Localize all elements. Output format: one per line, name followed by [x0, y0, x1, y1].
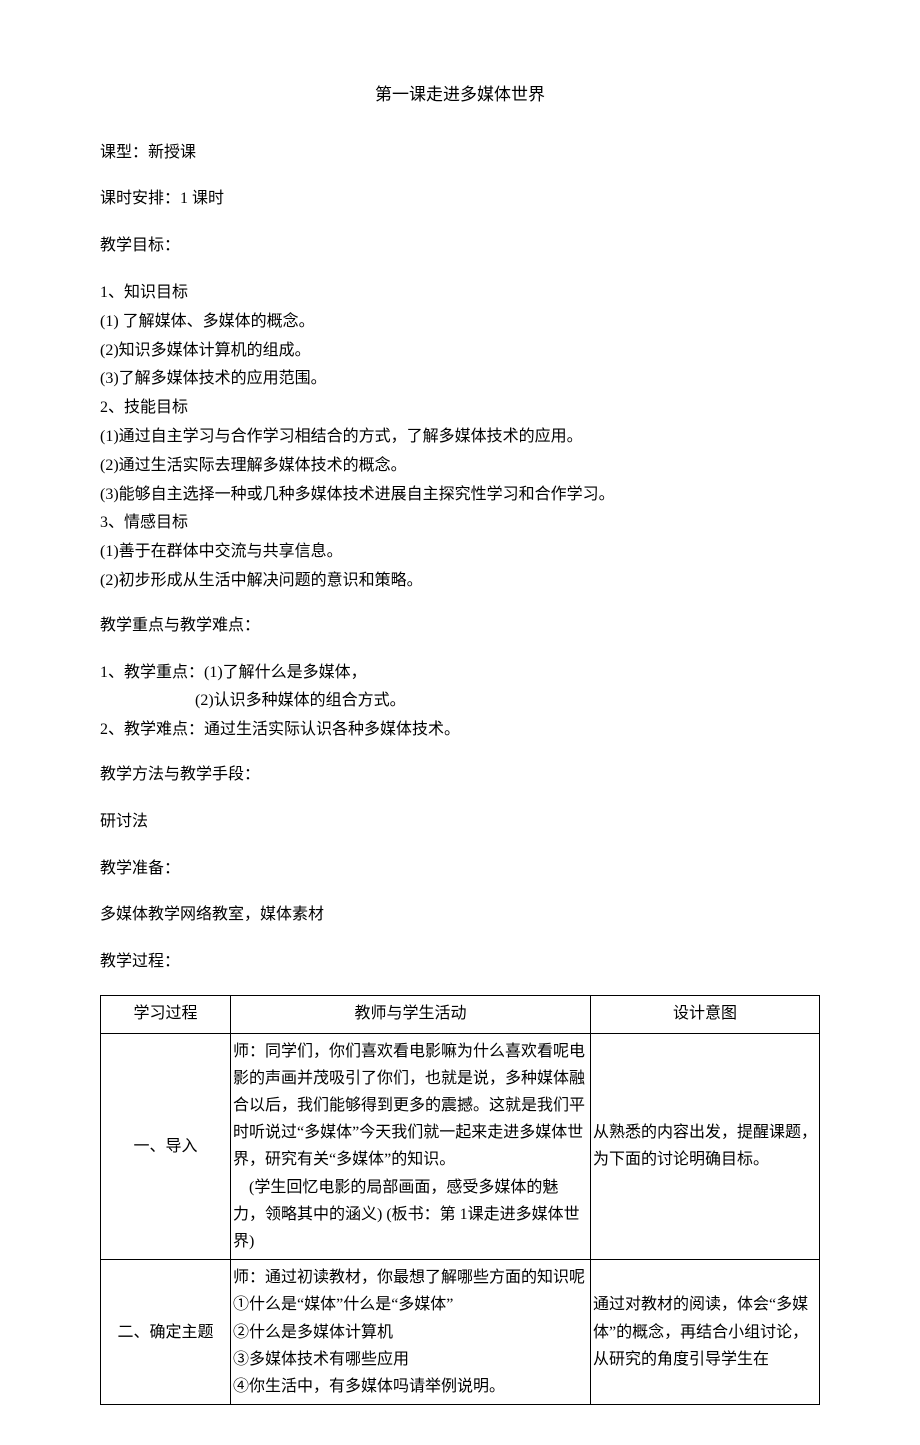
focus-2: 2、教学难点：通过生活实际认识各种多媒体技术。 — [100, 716, 820, 745]
row1-col3: 从熟悉的内容出发，提醒课题，为下面的讨论明确目标。 — [591, 1033, 820, 1260]
focus-section: 1、教学重点：(1)了解什么是多媒体， (2)认识多种媒体的组合方式。 2、教学… — [100, 659, 820, 745]
goal-3-2: (2)初步形成从生活中解决问题的意识和策略。 — [100, 567, 820, 596]
row1-col1: 一、导入 — [101, 1033, 231, 1260]
goal-1-3: (3)了解多媒体技术的应用范围。 — [100, 365, 820, 394]
goal-1-1: (1) 了解媒体、多媒体的概念。 — [100, 308, 820, 337]
goal-3-header: 3、情感目标 — [100, 509, 820, 538]
process-label: 教学过程： — [100, 948, 820, 977]
focus-1: 1、教学重点：(1)了解什么是多媒体， — [100, 659, 820, 688]
table-header-row: 学习过程 教师与学生活动 设计意图 — [101, 995, 820, 1033]
row2-col3: 通过对教材的阅读，体会“多媒体”的概念，再结合小组讨论，从研究的角度引导学生在 — [591, 1260, 820, 1405]
row2-col1: 二、确定主题 — [101, 1260, 231, 1405]
goal-1-2: (2)知识多媒体计算机的组成。 — [100, 337, 820, 366]
schedule: 课时安排：1 课时 — [100, 185, 820, 214]
goal-2-1: (1)通过自主学习与合作学习相结合的方式，了解多媒体技术的应用。 — [100, 423, 820, 452]
process-table: 学习过程 教师与学生活动 设计意图 一、导入 师：同学们，你们喜欢看电影嘛为什么… — [100, 995, 820, 1405]
prep: 多媒体教学网络教室，媒体素材 — [100, 901, 820, 930]
page-title: 第一课走进多媒体世界 — [100, 80, 820, 111]
header-col1: 学习过程 — [101, 995, 231, 1033]
goal-2-header: 2、技能目标 — [100, 394, 820, 423]
header-col2: 教师与学生活动 — [231, 995, 591, 1033]
goal-2-3: (3)能够自主选择一种或几种多媒体技术进展自主探究性学习和合作学习。 — [100, 481, 820, 510]
table-row: 二、确定主题 师：通过初读教材，你最想了解哪些方面的知识呢 ①什么是“媒体”什么… — [101, 1260, 820, 1405]
row2-col2: 师：通过初读教材，你最想了解哪些方面的知识呢 ①什么是“媒体”什么是“多媒体” … — [231, 1260, 591, 1405]
focus-label: 教学重点与教学难点： — [100, 612, 820, 641]
row1-col2: 师：同学们，你们喜欢看电影嘛为什么喜欢看呢电影的声画并茂吸引了你们，也就是说，多… — [231, 1033, 591, 1260]
goals-label: 教学目标： — [100, 232, 820, 261]
focus-1b: (2)认识多种媒体的组合方式。 — [100, 687, 820, 716]
header-col3: 设计意图 — [591, 995, 820, 1033]
method-label: 教学方法与教学手段： — [100, 761, 820, 790]
knowledge-goals: 1、知识目标 (1) 了解媒体、多媒体的概念。 (2)知识多媒体计算机的组成。 … — [100, 279, 820, 596]
table-row: 一、导入 师：同学们，你们喜欢看电影嘛为什么喜欢看呢电影的声画并茂吸引了你们，也… — [101, 1033, 820, 1260]
prep-label: 教学准备： — [100, 855, 820, 884]
course-type: 课型：新授课 — [100, 139, 820, 168]
goal-2-2: (2)通过生活实际去理解多媒体技术的概念。 — [100, 452, 820, 481]
method: 研讨法 — [100, 808, 820, 837]
goal-3-1: (1)善于在群体中交流与共享信息。 — [100, 538, 820, 567]
goal-1-header: 1、知识目标 — [100, 279, 820, 308]
